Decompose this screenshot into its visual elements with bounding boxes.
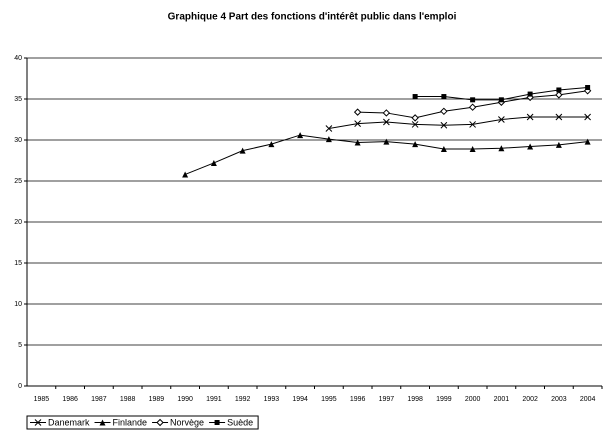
x-tick-label: 2001	[494, 396, 510, 403]
marker	[354, 139, 361, 146]
x-tick-label: 2000	[465, 396, 481, 403]
legend-label: Danemark	[48, 417, 90, 427]
marker	[383, 138, 390, 145]
marker	[498, 116, 505, 123]
y-tick-label: 35	[14, 96, 22, 103]
marker	[383, 118, 390, 126]
x-tick-label: 1997	[379, 396, 395, 403]
marker	[214, 420, 220, 425]
x-tick-label: 2004	[580, 396, 596, 403]
marker	[440, 146, 447, 153]
x-tick-label: 1996	[350, 396, 366, 403]
x-tick-label: 1995	[321, 396, 337, 403]
legend-label: Finlande	[113, 417, 148, 427]
x-tick-label: 1985	[34, 396, 50, 403]
marker	[412, 94, 418, 100]
marker	[411, 121, 419, 128]
marker	[297, 132, 304, 139]
marker	[354, 120, 361, 127]
y-tick-label: 5	[18, 342, 22, 349]
marker	[526, 113, 534, 121]
x-tick-label: 2002	[522, 396, 538, 403]
marker	[239, 147, 246, 154]
marker	[441, 94, 447, 100]
marker	[584, 138, 591, 145]
marker	[555, 113, 563, 121]
marker	[156, 418, 164, 427]
y-tick-label: 0	[18, 383, 22, 390]
legend: Danemark Finlande Norvège Suède	[26, 415, 259, 430]
marker	[411, 114, 419, 122]
marker	[584, 113, 591, 121]
x-tick-label: 1994	[292, 396, 308, 403]
marker	[470, 97, 476, 103]
marker	[469, 146, 476, 153]
marker	[498, 145, 505, 152]
marker	[556, 87, 562, 93]
marker	[382, 109, 391, 117]
x-tick-label: 1990	[177, 396, 193, 403]
y-tick-label: 40	[14, 55, 22, 62]
marker	[412, 141, 419, 148]
marker	[182, 171, 189, 178]
marker	[325, 136, 332, 143]
marker	[325, 125, 333, 132]
legend-label: Norvège	[170, 417, 204, 427]
y-tick-label: 30	[14, 137, 22, 144]
x-tick-label: 1999	[436, 396, 452, 403]
y-tick-label: 20	[14, 219, 22, 226]
x-tick-label: 1988	[120, 396, 136, 403]
legend-box	[26, 415, 259, 430]
marker	[34, 419, 42, 426]
x-tick-label: 1991	[206, 396, 222, 403]
x-tick-label: 1986	[62, 396, 78, 403]
marker	[99, 419, 106, 426]
marker	[268, 141, 275, 148]
y-tick-label: 25	[14, 178, 22, 185]
chart-title: Graphique 4 Part des fonctions d'intérêt…	[168, 12, 457, 23]
x-tick-label: 1989	[149, 396, 165, 403]
x-tick-label: 1992	[235, 396, 251, 403]
marker	[440, 121, 448, 129]
marker	[210, 159, 217, 166]
marker	[555, 91, 563, 99]
marker	[353, 108, 362, 116]
marker	[469, 121, 476, 128]
marker	[440, 107, 448, 116]
marker	[468, 103, 477, 111]
x-tick-label: 1993	[264, 396, 280, 403]
legend-label: Suède	[227, 417, 253, 427]
y-tick-label: 15	[14, 260, 22, 267]
y-tick-label: 10	[14, 301, 22, 308]
series-line	[328, 116, 588, 130]
x-tick-label: 2003	[551, 396, 567, 403]
marker	[585, 85, 591, 91]
marker	[498, 97, 504, 103]
marker	[527, 143, 534, 150]
marker	[527, 91, 533, 97]
x-tick-label: 1987	[91, 396, 107, 403]
x-tick-label: 1998	[407, 396, 423, 403]
marker	[555, 141, 562, 148]
